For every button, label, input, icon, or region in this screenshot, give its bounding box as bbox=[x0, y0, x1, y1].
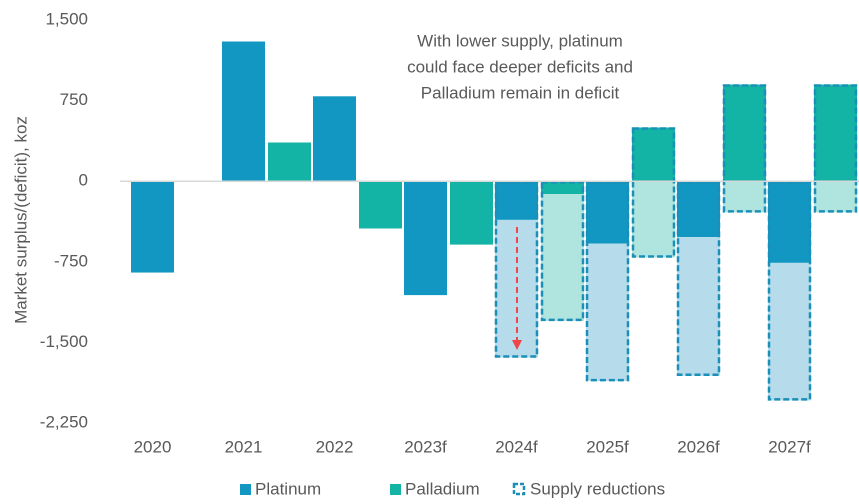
y-tick-label: -1,500 bbox=[40, 332, 88, 351]
reduction-outline bbox=[676, 180, 721, 376]
x-tick-label: 2027f bbox=[768, 437, 811, 456]
x-tick-label: 2024f bbox=[495, 437, 538, 456]
x-tick-label: 2022 bbox=[316, 437, 354, 456]
x-tick-label: 2026f bbox=[677, 437, 720, 456]
bar bbox=[450, 181, 493, 245]
bar bbox=[586, 181, 629, 244]
legend-swatch bbox=[240, 484, 251, 495]
reduction-fill bbox=[814, 181, 857, 213]
y-tick-label: -750 bbox=[54, 251, 88, 270]
legend-label: Platinum bbox=[255, 479, 321, 498]
bar bbox=[359, 181, 402, 229]
reduction-fill bbox=[541, 194, 584, 321]
reduction-outline bbox=[494, 180, 539, 358]
x-tick-label: 2020 bbox=[134, 437, 172, 456]
bar bbox=[313, 96, 356, 182]
bar bbox=[222, 41, 265, 182]
bar bbox=[723, 84, 766, 182]
bar bbox=[677, 181, 720, 238]
bar bbox=[404, 181, 447, 296]
annotation: could face deeper deficits and bbox=[407, 57, 633, 76]
reduction-fill bbox=[632, 181, 675, 258]
y-tick-label: 750 bbox=[60, 90, 88, 109]
reduction-outline bbox=[767, 180, 812, 401]
bar bbox=[814, 84, 857, 182]
x-tick-label: 2025f bbox=[586, 437, 629, 456]
bar bbox=[632, 127, 675, 182]
reduction-outline bbox=[540, 180, 585, 322]
legend-swatch bbox=[512, 482, 526, 496]
bar bbox=[541, 181, 584, 195]
y-tick-label: 0 bbox=[79, 171, 88, 190]
y-axis-title: Market surplus/(deficit), koz bbox=[11, 116, 30, 324]
legend-label: Palladium bbox=[405, 479, 480, 498]
bar bbox=[768, 181, 811, 263]
bar bbox=[495, 181, 538, 220]
reduction-fill bbox=[677, 237, 720, 376]
reduction-fill bbox=[586, 243, 629, 382]
reduction-outline bbox=[585, 180, 630, 382]
reduction-fill bbox=[723, 181, 766, 213]
x-tick-label: 2023f bbox=[404, 437, 447, 456]
annotation: Palladium remain in deficit bbox=[421, 83, 620, 102]
reduction-outline bbox=[631, 127, 676, 258]
reduction-fill bbox=[768, 262, 811, 401]
reduction-outline bbox=[722, 84, 767, 213]
legend-label: Supply reductions bbox=[530, 479, 665, 498]
x-tick-label: 2021 bbox=[225, 437, 263, 456]
y-tick-label: 1,500 bbox=[45, 9, 88, 28]
y-tick-label: -2,250 bbox=[40, 412, 88, 431]
bar bbox=[268, 142, 311, 182]
annotation: With lower supply, platinum bbox=[417, 31, 623, 50]
legend-swatch bbox=[390, 484, 401, 495]
bar bbox=[131, 181, 174, 273]
reduction-outline bbox=[813, 84, 858, 213]
